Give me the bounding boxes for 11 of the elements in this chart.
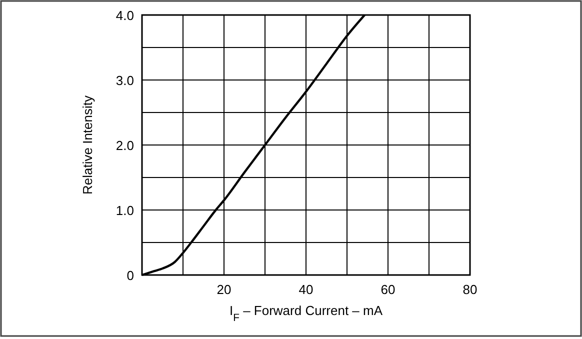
x-tick-label: 80	[462, 282, 478, 297]
x-tick-label: 40	[298, 282, 314, 297]
y-tick-label: 4.0	[116, 8, 134, 23]
x-tick-label: 20	[216, 282, 232, 297]
x-tick-label: 60	[380, 282, 396, 297]
y-tick-label: 0	[126, 268, 134, 283]
y-tick-label: 2.0	[116, 138, 134, 153]
y-axis-title: Relative Intensity	[80, 95, 95, 194]
y-tick-label: 1.0	[116, 203, 134, 218]
y-tick-label: 3.0	[116, 73, 134, 88]
x-axis-title: I$_{F}$ – Forward Current – mA	[229, 303, 383, 324]
